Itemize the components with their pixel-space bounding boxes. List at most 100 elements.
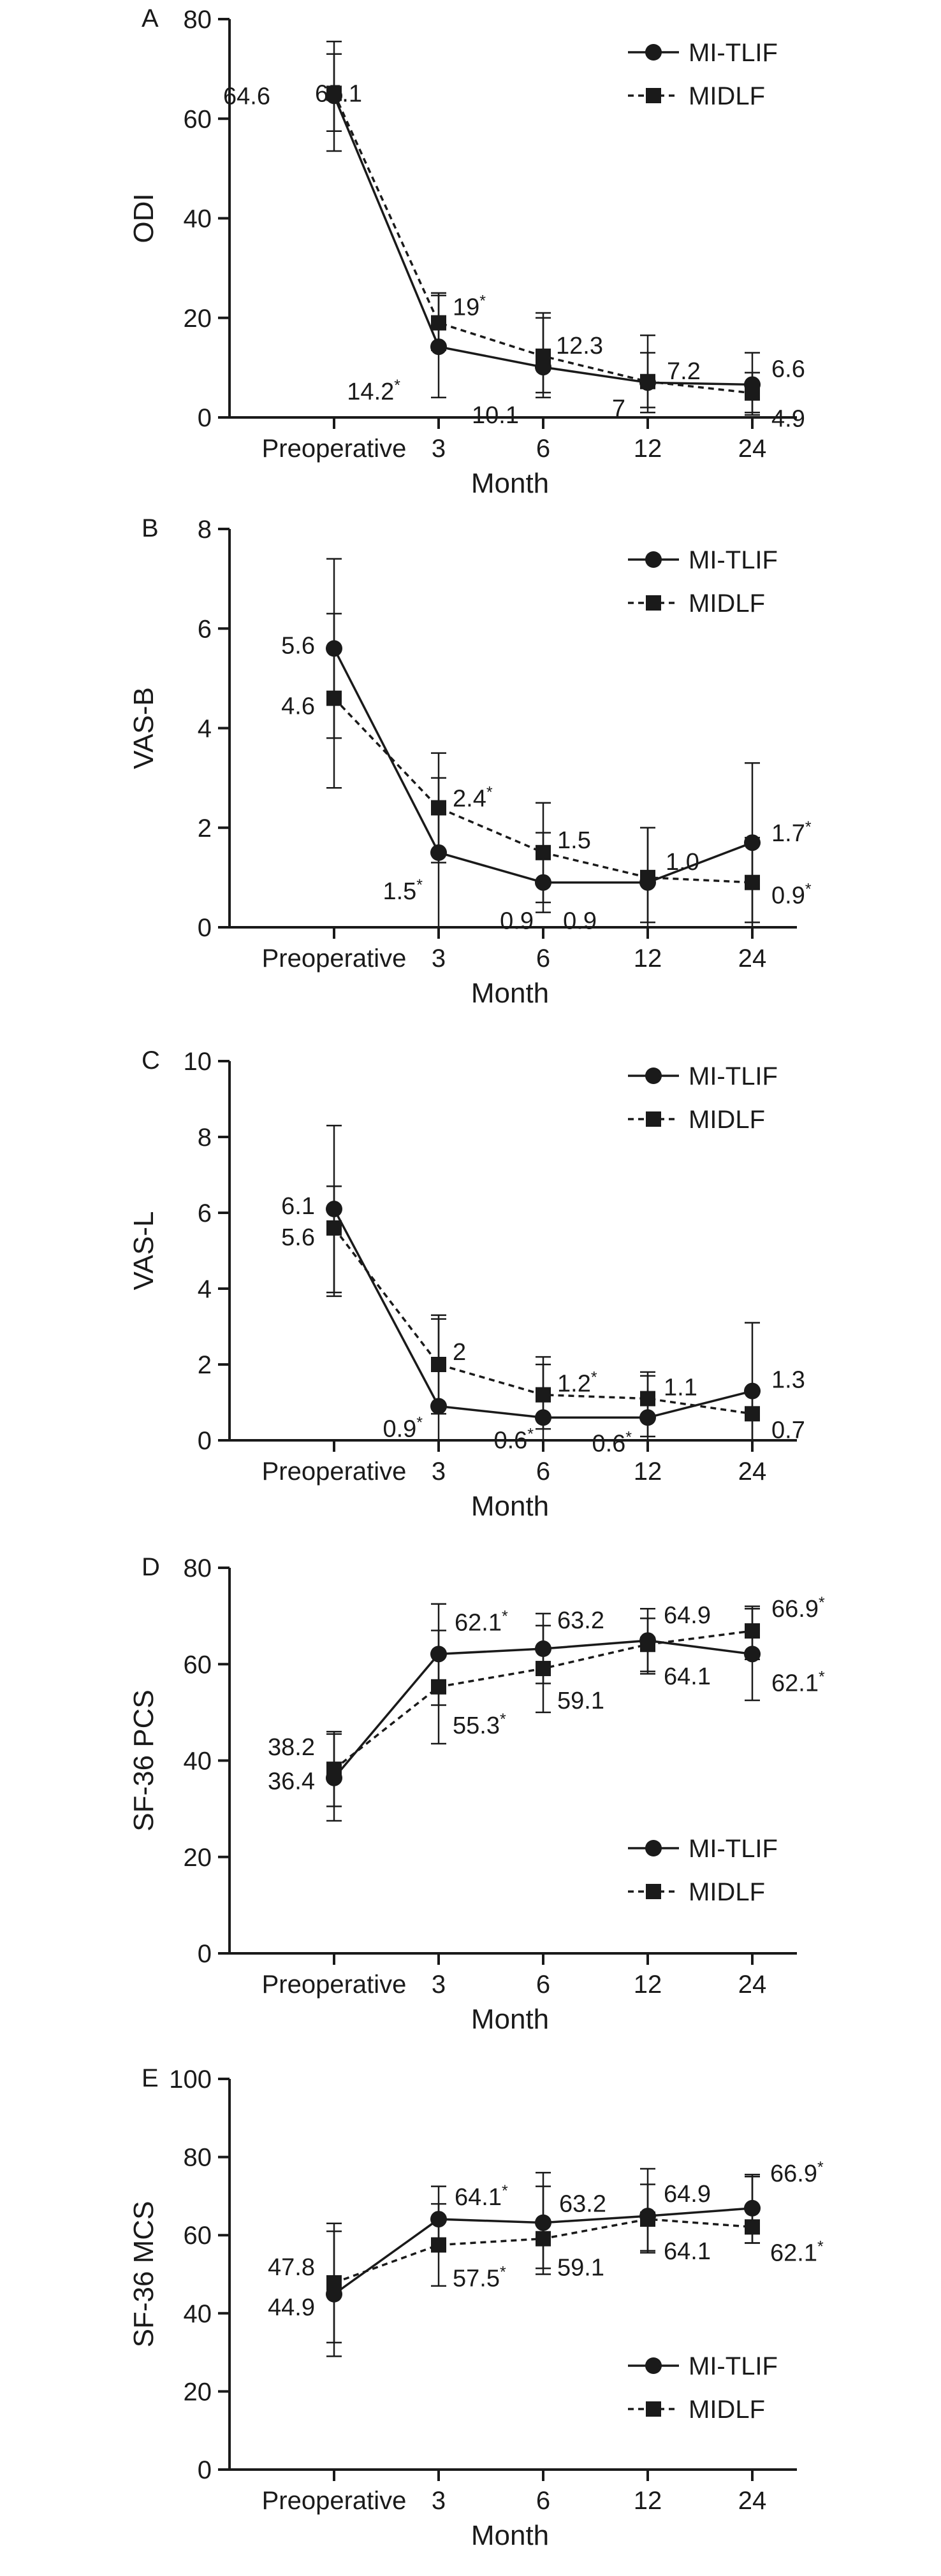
legend: MI-TLIF MIDLF <box>628 39 778 110</box>
legend-marker <box>645 44 662 61</box>
x-tick-label: 6 <box>536 2487 550 2515</box>
y-tick-label: 4 <box>198 715 212 743</box>
y-tick-label: 8 <box>198 1124 212 1152</box>
data-point <box>536 844 551 860</box>
x-tick-label: 3 <box>432 435 446 463</box>
data-point <box>745 2219 760 2235</box>
data-label: 63.2 <box>557 1607 604 1634</box>
chart-panel-e: E 0 20 40 60 80 100 Preoperative 3 6 12 24 Month SF-3… <box>128 2064 824 2551</box>
data-label: 1.5 <box>557 827 591 854</box>
data-label: 59.1 <box>557 1688 604 1714</box>
y-tick-label: 80 <box>184 1554 212 1582</box>
data-point <box>431 1357 446 1372</box>
data-point <box>326 2275 342 2290</box>
legend-marker <box>645 1067 662 1084</box>
x-tick-label: 24 <box>738 1971 767 1999</box>
y-tick-label: 0 <box>198 404 212 432</box>
series-midlf: 47.8 57.5* 59.1 64.1 62.1* <box>268 2173 824 2344</box>
x-tick-label: 6 <box>536 435 550 463</box>
y-tick-label: 2 <box>198 814 212 843</box>
data-point <box>431 2237 446 2253</box>
data-label: 0.9 <box>500 908 534 935</box>
data-label: 64.1* <box>455 2182 508 2211</box>
data-label: 1.5* <box>383 876 423 905</box>
data-label: 62.1* <box>771 1668 825 1697</box>
y-tick-label: 2 <box>198 1351 212 1379</box>
x-tick-label: 24 <box>738 2487 767 2515</box>
x-axis-title: Month <box>471 468 549 499</box>
x-tick-label: Preoperative <box>262 1458 407 1486</box>
legend: MI-TLIF MIDLF <box>628 546 778 618</box>
legend-label: MI-TLIF <box>689 1062 778 1090</box>
data-point <box>640 2211 655 2227</box>
data-label: 66.9* <box>771 1594 825 1623</box>
legend-marker <box>645 551 662 568</box>
data-label: 64.1 <box>664 2238 711 2265</box>
data-label: 59.1 <box>557 2255 604 2282</box>
x-tick-label: Preoperative <box>262 944 407 973</box>
y-axis-title: SF-36 PCS <box>128 1690 159 1832</box>
data-label: 2 <box>453 1339 466 1366</box>
y-tick-label: 60 <box>184 1651 212 1679</box>
x-axis-title: Month <box>471 2004 549 2035</box>
data-point <box>326 1762 342 1777</box>
y-tick-label: 60 <box>184 2222 212 2250</box>
data-point <box>326 85 342 101</box>
x-tick-label: 3 <box>432 1971 446 1999</box>
y-tick-label: 0 <box>198 2456 212 2484</box>
data-label: 0.7 <box>771 1417 805 1444</box>
x-tick-label: 6 <box>536 1458 550 1486</box>
y-axis-title: VAS-B <box>128 687 159 769</box>
data-label: 55.3* <box>453 1711 506 1739</box>
data-label: 1.3 <box>771 1367 805 1394</box>
data-point <box>745 1406 760 1422</box>
legend-label: MIDLF <box>689 590 765 618</box>
data-label: 10.1 <box>472 402 519 429</box>
chart-panel-a: A 0 20 40 60 80 Preoperative 3 6 12 24 Month ODI 64.6… <box>128 4 805 499</box>
legend-label: MI-TLIF <box>689 546 778 574</box>
series-midlf: 4.6 2.4* 1.5 1.0 0.9* <box>281 612 812 929</box>
data-label: 62.1* <box>455 1607 508 1636</box>
data-point <box>745 385 760 401</box>
panel-letter: C <box>142 1046 160 1075</box>
legend-label: MIDLF <box>689 2396 765 2424</box>
y-tick-label: 20 <box>184 1844 212 1872</box>
x-tick-label: 12 <box>634 1458 662 1486</box>
y-tick-label: 6 <box>198 615 212 643</box>
y-tick-label: 20 <box>184 2378 212 2406</box>
data-point <box>326 1220 342 1236</box>
data-label: 64.1 <box>664 1663 711 1690</box>
y-tick-label: 80 <box>184 2144 212 2172</box>
data-label: 63.2 <box>559 2191 606 2218</box>
x-tick-label: 24 <box>738 1458 767 1486</box>
x-tick-label: 12 <box>634 2487 662 2515</box>
legend: MI-TLIF MIDLF <box>628 1835 778 1906</box>
data-label: 14.2* <box>347 377 400 405</box>
panel-letter: A <box>142 4 159 33</box>
legend-label: MI-TLIF <box>689 39 778 67</box>
series-midlf: 65.1 19* 12.3 7.2 4.9 <box>315 53 805 433</box>
legend-marker <box>645 1840 662 1856</box>
legend-label: MIDLF <box>689 82 765 110</box>
series-midlf: 5.6 2 1.2* 1.1 0.7 <box>281 1185 805 1444</box>
data-point <box>745 1623 760 1639</box>
x-tick-label: 24 <box>738 435 767 463</box>
y-tick-label: 6 <box>198 1199 212 1227</box>
data-label: 6.6 <box>771 356 805 382</box>
data-point <box>536 2231 551 2247</box>
y-tick-label: 40 <box>184 2300 212 2328</box>
y-tick-label: 40 <box>184 205 212 233</box>
legend-marker <box>646 595 661 611</box>
x-tick-label: 24 <box>738 944 767 973</box>
legend-label: MI-TLIF <box>689 1835 778 1863</box>
data-point <box>536 1387 551 1403</box>
x-tick-label: 6 <box>536 944 550 973</box>
y-tick-label: 60 <box>184 105 212 133</box>
data-point <box>640 373 655 389</box>
data-label: 1.0 <box>666 849 699 876</box>
x-tick-label: Preoperative <box>262 1971 407 1999</box>
chart-panel-d: D 0 20 40 60 80 Preoperative 3 6 12 24 Month SF-36 P… <box>128 1553 825 2035</box>
